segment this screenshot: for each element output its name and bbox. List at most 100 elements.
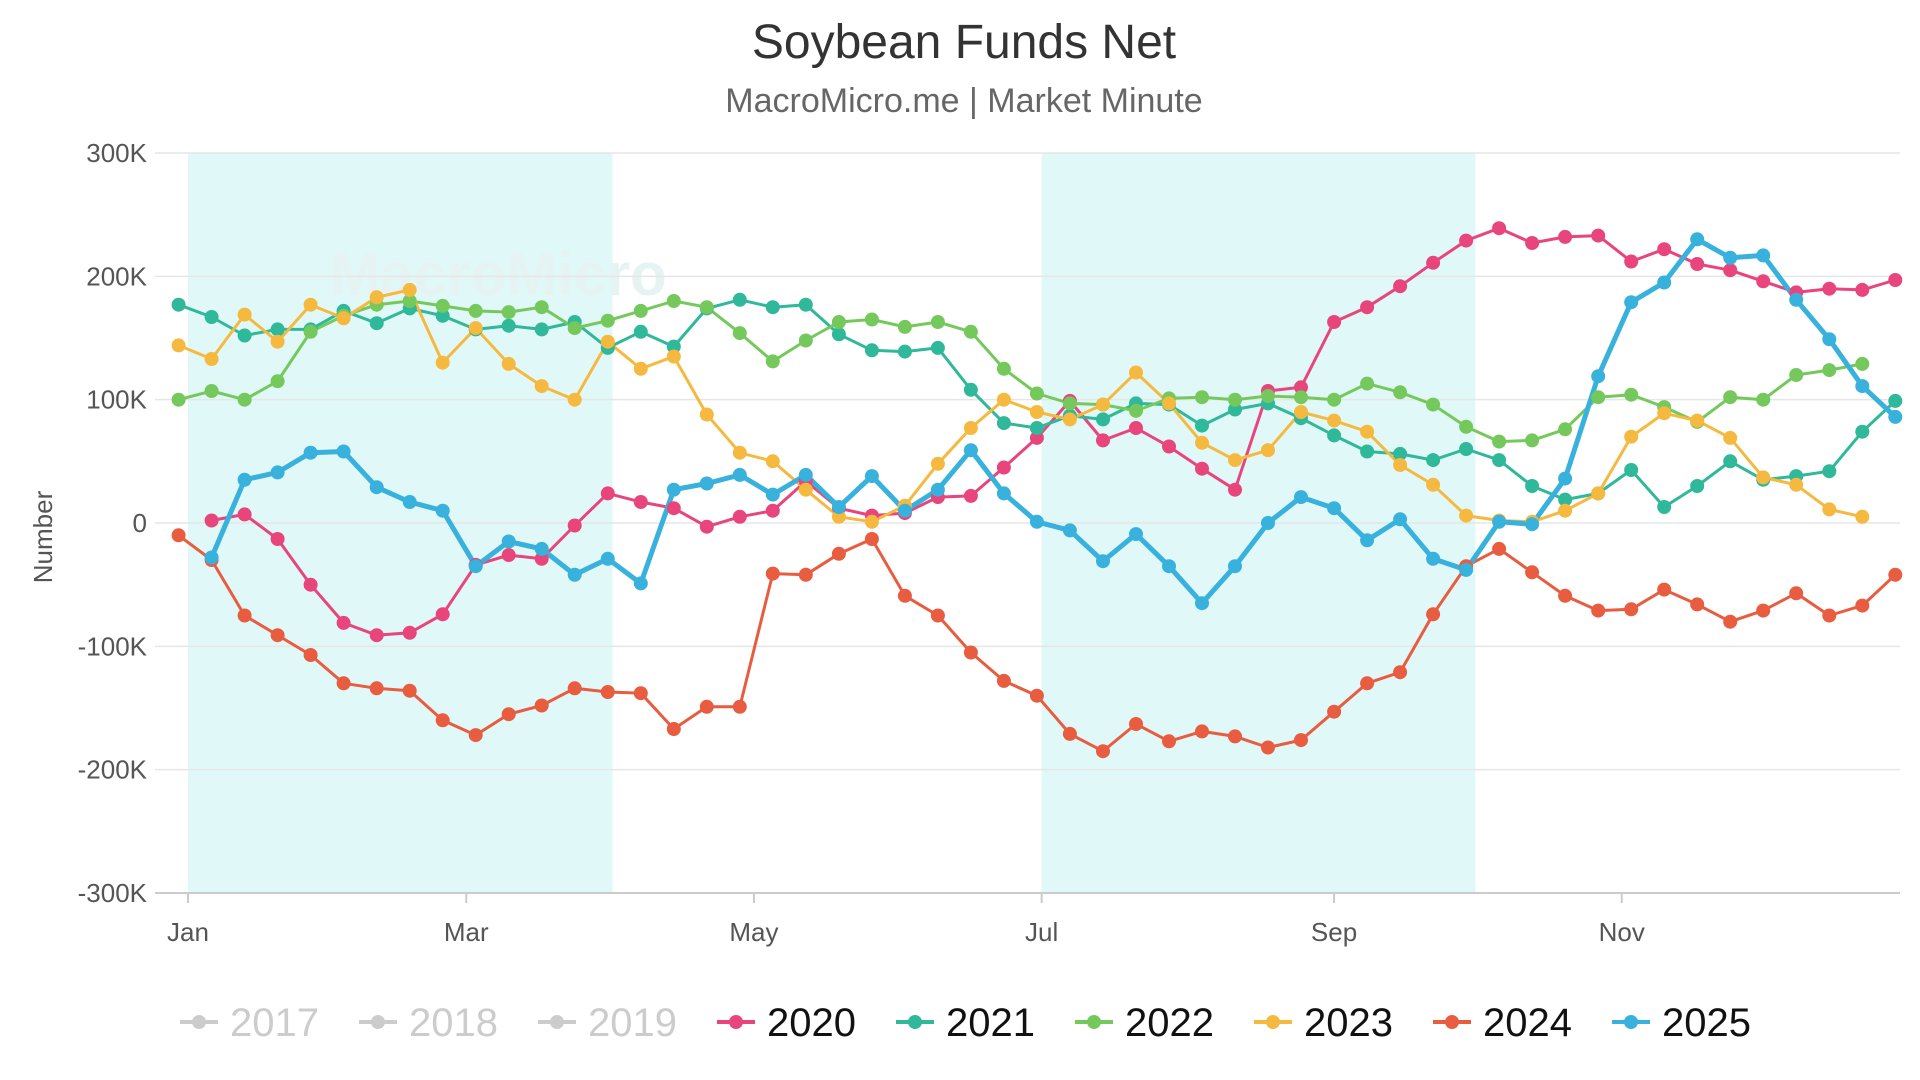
legend-item-2017[interactable]: 2017 xyxy=(180,1001,319,1045)
data-point-2024 xyxy=(1888,567,1903,582)
data-point-2025 xyxy=(963,443,978,458)
data-point-2023 xyxy=(567,392,582,407)
data-point-2022 xyxy=(996,361,1011,376)
data-point-2025 xyxy=(798,467,813,482)
data-point-2022 xyxy=(1228,392,1242,407)
data-point-2025 xyxy=(1228,559,1242,574)
data-point-2020 xyxy=(1591,228,1606,243)
legend-label-2025[interactable]: 2025 xyxy=(1662,1001,1751,1045)
data-point-2022 xyxy=(402,294,417,308)
data-point-2022 xyxy=(567,321,582,336)
data-point-2022 xyxy=(1624,387,1639,402)
data-point-2021 xyxy=(1393,446,1408,461)
y-tick-label: -200K xyxy=(78,755,148,785)
legend-marker-2024 xyxy=(1445,1015,1459,1029)
legend-item-2025[interactable]: 2025 xyxy=(1612,1001,1751,1045)
legend-item-2023[interactable]: 2023 xyxy=(1254,1001,1393,1045)
data-point-2022 xyxy=(501,305,516,320)
data-point-2020 xyxy=(1360,300,1375,315)
legend-marker-2020 xyxy=(729,1015,743,1029)
data-point-2023 xyxy=(666,349,681,364)
data-point-2021 xyxy=(1558,492,1573,507)
legend-item-2021[interactable]: 2021 xyxy=(896,1001,1035,1045)
data-point-2023 xyxy=(963,421,978,435)
data-point-2025 xyxy=(336,444,351,459)
data-point-2025 xyxy=(501,534,516,549)
data-point-2025 xyxy=(270,465,285,480)
data-point-2022 xyxy=(1723,390,1738,405)
data-point-2025 xyxy=(1822,332,1837,347)
x-tick-label-sep: Sep xyxy=(1311,917,1357,947)
data-point-2025 xyxy=(1129,527,1143,542)
data-point-2020 xyxy=(1657,242,1672,257)
legend-marker-2022 xyxy=(1087,1015,1101,1029)
data-point-2024 xyxy=(1426,607,1441,622)
data-point-2020 xyxy=(666,501,681,516)
data-point-2025 xyxy=(732,467,747,482)
data-point-2021 xyxy=(1029,421,1044,435)
data-point-2025 xyxy=(1525,517,1540,532)
data-point-2023 xyxy=(1195,435,1209,450)
data-point-2025 xyxy=(633,576,648,591)
data-point-2024 xyxy=(1393,665,1408,680)
data-point-2025 xyxy=(1195,596,1209,611)
legend-item-2019[interactable]: 2019 xyxy=(538,1001,677,1045)
data-point-2023 xyxy=(864,514,879,529)
data-point-2024 xyxy=(1690,597,1705,612)
data-point-2020 xyxy=(1129,421,1143,435)
data-point-2024 xyxy=(468,728,483,743)
data-point-2023 xyxy=(1690,413,1705,428)
data-point-2022 xyxy=(1492,434,1507,449)
data-point-2020 xyxy=(1822,281,1837,296)
data-point-2023 xyxy=(369,290,384,305)
data-point-2024 xyxy=(1822,608,1837,623)
legend-label-2023[interactable]: 2023 xyxy=(1304,1001,1393,1045)
data-point-2020 xyxy=(732,509,747,524)
data-point-2023 xyxy=(996,392,1011,407)
legend-label-2022[interactable]: 2022 xyxy=(1125,1001,1214,1045)
x-tick-label-nov: Nov xyxy=(1599,917,1645,947)
data-point-2020 xyxy=(1690,257,1705,271)
data-point-2022 xyxy=(831,315,846,329)
data-point-2024 xyxy=(1294,733,1308,748)
data-point-2025 xyxy=(1096,554,1110,569)
data-point-2023 xyxy=(1327,413,1342,428)
legend-label-2019[interactable]: 2019 xyxy=(588,1001,677,1045)
legend-item-2024[interactable]: 2024 xyxy=(1433,1001,1572,1045)
data-point-2021 xyxy=(1822,464,1837,479)
data-point-2020 xyxy=(633,495,648,509)
data-point-2024 xyxy=(435,713,450,728)
legend-item-2018[interactable]: 2018 xyxy=(359,1001,498,1045)
data-point-2024 xyxy=(1723,614,1738,629)
legend-label-2020[interactable]: 2020 xyxy=(767,1001,856,1045)
data-point-2022 xyxy=(765,354,780,369)
data-point-2020 xyxy=(963,488,978,503)
legend-label-2024[interactable]: 2024 xyxy=(1483,1001,1572,1045)
data-point-2020 xyxy=(600,486,615,501)
data-point-2022 xyxy=(270,374,285,389)
data-point-2025 xyxy=(1624,295,1639,310)
legend-label-2018[interactable]: 2018 xyxy=(409,1001,498,1045)
data-point-2024 xyxy=(864,532,879,546)
data-point-2023 xyxy=(171,338,186,353)
legend-label-2021[interactable]: 2021 xyxy=(946,1001,1035,1045)
data-point-2025 xyxy=(402,495,417,509)
data-point-2021 xyxy=(732,292,747,307)
data-point-2023 xyxy=(1855,509,1870,524)
data-point-2020 xyxy=(1459,233,1474,248)
legend-item-2020[interactable]: 2020 xyxy=(717,1001,856,1045)
data-point-2024 xyxy=(897,588,912,603)
data-point-2022 xyxy=(237,392,252,407)
legend-label-2017[interactable]: 2017 xyxy=(230,1001,319,1045)
series-points xyxy=(171,221,1903,759)
data-point-2021 xyxy=(501,318,516,333)
data-point-2022 xyxy=(1459,419,1474,434)
data-point-2024 xyxy=(666,722,681,736)
data-point-2020 xyxy=(435,607,450,622)
data-point-2021 xyxy=(237,328,252,343)
data-point-2024 xyxy=(237,608,252,623)
data-point-2023 xyxy=(303,297,318,312)
legend-item-2022[interactable]: 2022 xyxy=(1075,1001,1214,1045)
data-point-2023 xyxy=(798,482,813,497)
